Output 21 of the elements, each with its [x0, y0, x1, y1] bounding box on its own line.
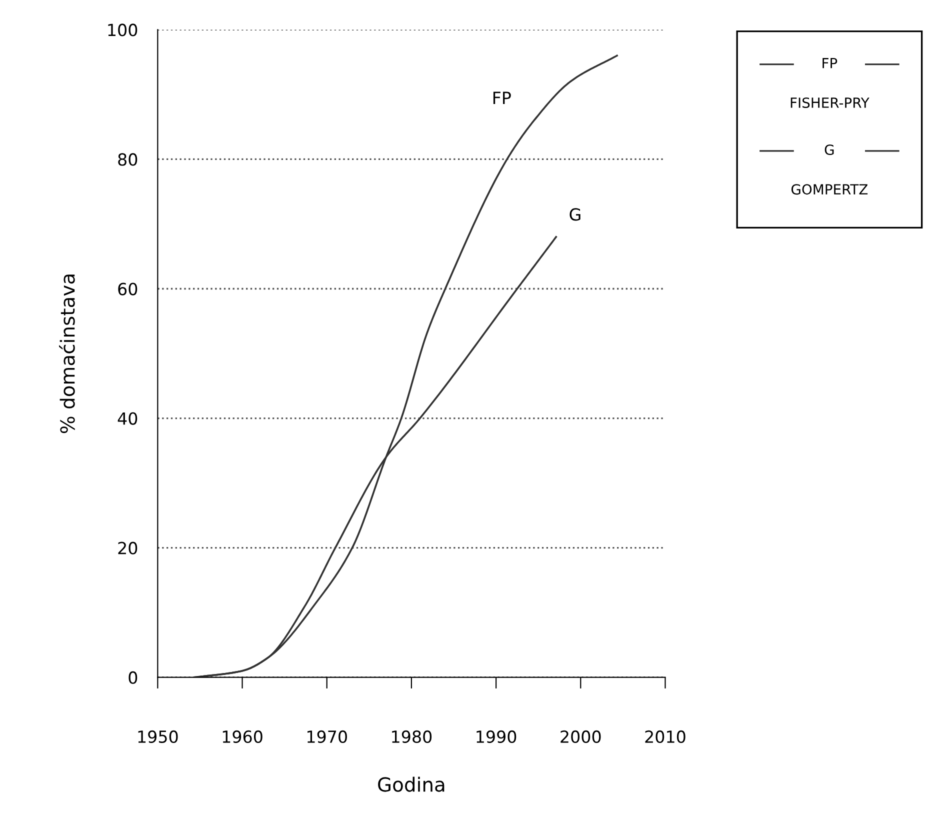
text: FP: [493, 92, 511, 104]
y-tick-label: 80: [118, 153, 138, 166]
legend-label: G: [824, 144, 834, 156]
x-tick-label: 1960: [222, 730, 262, 744]
text: FISHER-PRY: [790, 97, 870, 108]
x-tick-label: 1950: [138, 730, 178, 744]
x-tick-label: 1970: [307, 730, 347, 744]
y-tick-label: 0: [128, 671, 138, 684]
x-tick-label: 1990: [476, 730, 516, 744]
y-tick-label: 20: [118, 542, 138, 554]
y-axis-title: % domaćinstava: [59, 274, 75, 434]
y-tick-label: 100: [108, 24, 138, 36]
x-tick-label: 1980: [392, 730, 432, 744]
x-tick-label: 2010: [645, 730, 686, 744]
x-tick-label: 2000: [560, 730, 601, 744]
text: G: [570, 208, 580, 221]
y-tick-label: 40: [118, 412, 138, 425]
legend-label: FP: [822, 58, 838, 68]
x-axis-title: Godina: [378, 776, 444, 792]
text: GOMPERTZ: [791, 184, 868, 195]
y-tick-label: 60: [118, 282, 138, 296]
